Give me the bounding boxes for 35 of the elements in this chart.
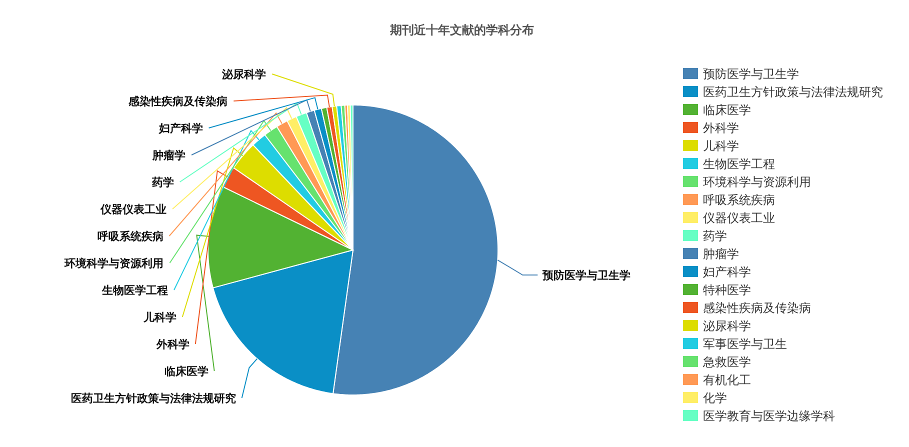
data-label: 临床医学 [164,365,208,378]
legend-label: 感染性疾病及传染病 [703,301,811,315]
legend-label: 军事医学与卫生 [703,337,787,351]
data-label: 预防医学与卫生学 [542,269,631,282]
data-label: 泌尿科学 [221,68,266,81]
data-label: 生物医学工程 [101,284,168,297]
legend-label: 特种医学 [703,283,751,297]
legend-label: 临床医学 [703,103,751,117]
legend-label: 环境科学与资源利用 [703,175,811,189]
legend-label: 预防医学与卫生学 [703,67,799,81]
data-label: 外科学 [155,338,190,351]
legend-label: 有机化工 [703,373,751,387]
data-label: 医药卫生方针政策与法律法规研究 [70,392,236,405]
legend-label: 药学 [703,229,727,243]
legend-label: 外科学 [703,121,739,135]
data-label: 儿科学 [142,311,176,324]
data-label: 妇产科学 [158,122,203,135]
data-label: 环境科学与资源利用 [64,257,164,270]
data-label: 肿瘤学 [152,149,186,162]
legend-label: 泌尿科学 [703,319,751,333]
legend-label: 妇产科学 [703,265,751,279]
legend-label: 儿科学 [703,139,739,153]
data-label: 药学 [150,176,174,189]
data-label: 仪器仪表工业 [100,203,167,216]
legend-label: 肿瘤学 [703,247,739,261]
legend-label: 仪器仪表工业 [703,211,775,225]
chart-title: 期刊近十年文献的学科分布 [389,23,534,37]
legend-label: 急救医学 [702,355,751,369]
legend-label: 医学教育与医学边缘学科 [703,409,835,423]
legend-label: 医药卫生方针政策与法律法规研究 [703,85,883,99]
legend-label: 生物医学工程 [703,157,775,171]
legend-label: 呼吸系统疾病 [703,193,775,207]
data-label: 感染性疾病及传染病 [128,95,228,108]
legend-label: 化学 [703,391,727,405]
data-label: 呼吸系统疾病 [97,230,164,243]
